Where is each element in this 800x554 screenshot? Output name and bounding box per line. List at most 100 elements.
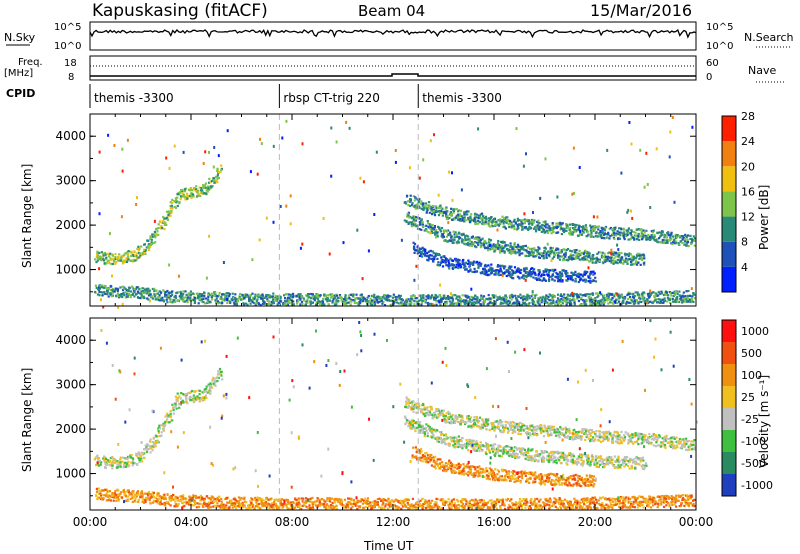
range-cell: [297, 505, 300, 508]
range-cell: [168, 166, 171, 170]
range-cell: [452, 208, 455, 211]
range-cell: [487, 294, 490, 297]
range-cell: [171, 201, 174, 204]
range-cell: [478, 264, 481, 267]
range-cell: [434, 236, 438, 239]
range-cell: [658, 237, 661, 240]
range-cell: [141, 492, 144, 495]
range-cell: [621, 256, 624, 259]
range-cell: [559, 255, 562, 258]
range-cell: [640, 254, 644, 257]
range-cell: [450, 296, 453, 299]
range-cell: [558, 258, 561, 261]
range-cell: [344, 506, 348, 509]
range-cell: [147, 298, 150, 301]
range-cell: [569, 301, 572, 304]
range-cell: [143, 248, 146, 251]
range-cell: [222, 261, 225, 264]
range-cell: [163, 501, 166, 505]
range-cell: [361, 498, 364, 501]
range-cell: [158, 290, 161, 293]
range-cell: [335, 507, 338, 510]
range-cell: [455, 235, 458, 238]
range-cell: [151, 287, 154, 291]
range-cell: [457, 210, 460, 213]
range-cell: [443, 259, 446, 263]
range-cell: [287, 300, 290, 303]
range-cell: [634, 291, 637, 294]
range-cell: [265, 496, 269, 499]
range-cell: [228, 501, 231, 504]
range-cell: [502, 299, 505, 302]
range-cell: [591, 292, 594, 295]
range-cell: [547, 274, 550, 277]
range-cell: [201, 498, 204, 501]
range-cell: [527, 303, 530, 306]
range-cell: [213, 181, 216, 184]
range-cell: [576, 274, 579, 277]
range-cell: [627, 297, 630, 300]
range-cell: [417, 300, 420, 303]
range-cell: [559, 304, 563, 307]
range-cell: [254, 293, 257, 296]
range-cell: [201, 189, 204, 192]
range-cell: [425, 229, 428, 232]
range-cell: [628, 252, 631, 255]
range-cell: [228, 295, 231, 298]
range-cell: [467, 243, 470, 247]
range-cell: [539, 279, 542, 282]
range-cell: [173, 296, 176, 299]
range-cell: [443, 302, 446, 305]
range-cell: [489, 225, 492, 228]
range-cell: [292, 300, 295, 303]
range-cell: [531, 300, 535, 303]
range-cell: [433, 133, 435, 137]
range-cell: [119, 492, 122, 495]
range-cell: [115, 493, 118, 496]
range-cell: [453, 238, 456, 241]
range-cell: [243, 505, 246, 508]
range-cell: [106, 289, 109, 292]
range-cell: [292, 505, 295, 508]
range-cell: [632, 230, 635, 234]
range-cell: [99, 284, 102, 288]
range-cell: [98, 150, 101, 154]
range-cell: [206, 185, 209, 188]
range-cell: [370, 299, 374, 302]
range-cell: [133, 493, 137, 497]
range-cell: [484, 222, 487, 225]
range-cell: [392, 293, 395, 296]
range-cell: [686, 297, 689, 300]
range-cell: [254, 302, 258, 305]
range-cell: [299, 293, 302, 296]
range-cell: [256, 503, 259, 506]
range-cell: [540, 275, 543, 278]
range-cell: [478, 263, 481, 266]
range-cell: [692, 235, 695, 238]
colorbar-segment: [722, 191, 736, 217]
range-cell: [464, 243, 467, 246]
range-cell: [548, 275, 551, 278]
range-cell: [215, 500, 218, 503]
range-cell: [289, 293, 292, 296]
range-cell: [570, 230, 573, 233]
range-cell: [152, 241, 155, 245]
range-cell: [481, 296, 484, 299]
range-cell: [459, 297, 462, 300]
range-cell: [521, 252, 524, 255]
range-cell: [546, 301, 549, 304]
range-cell: [406, 194, 409, 197]
range-cell: [137, 286, 140, 289]
range-cell: [157, 233, 160, 237]
range-cell: [444, 258, 447, 261]
range-cell: [155, 233, 158, 237]
range-cell: [684, 238, 687, 241]
range-cell: [274, 498, 277, 501]
range-cell: [254, 499, 257, 502]
range-cell: [524, 226, 527, 229]
range-cell: [222, 298, 225, 301]
range-cell: [462, 217, 465, 220]
range-cell: [318, 302, 322, 306]
range-cell: [268, 296, 271, 299]
range-cell: [686, 296, 689, 299]
